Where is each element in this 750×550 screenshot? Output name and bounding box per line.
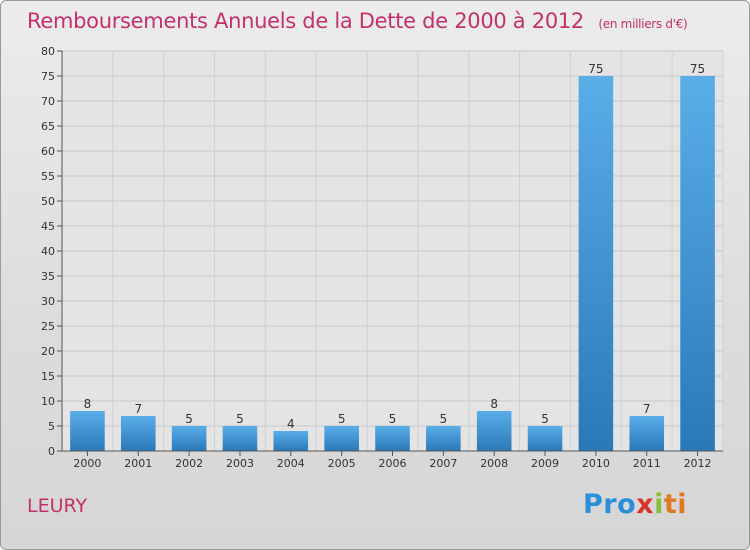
y-tick-label: 75 [41,70,55,83]
data-label-2011: 7 [643,402,651,416]
y-tick-label: 10 [41,395,55,408]
y-tick-label: 20 [41,345,55,358]
logo-part-3: i [654,489,664,520]
data-label-2008: 8 [490,397,498,411]
y-tick-label: 45 [41,220,55,233]
y-tick-label: 0 [48,445,55,458]
data-label-2012: 75 [690,62,705,76]
x-tick-label-2011: 2011 [633,457,661,470]
x-tick-label-2008: 2008 [480,457,508,470]
data-label-2006: 5 [389,412,397,426]
x-tick-label-2006: 2006 [379,457,407,470]
data-label-2007: 5 [440,412,448,426]
y-tick-label: 80 [41,45,55,58]
chart-title: Remboursements Annuels de la Dette de 20… [27,9,688,33]
logo-part-4: ti [663,489,688,520]
y-tick-label: 65 [41,120,55,133]
chart-unit-note: (en milliers d'€) [598,17,688,31]
y-tick-label: 40 [41,245,55,258]
x-tick-label-2010: 2010 [582,457,610,470]
x-tick-label-2002: 2002 [175,457,203,470]
chart-title-text: Remboursements Annuels de la Dette de 20… [27,9,584,33]
bar-2007 [426,426,461,451]
data-label-2001: 7 [134,402,142,416]
x-tick-label-2000: 2000 [73,457,101,470]
y-tick-label: 15 [41,370,55,383]
data-label-2003: 5 [236,412,244,426]
y-tick-label: 25 [41,320,55,333]
data-label-2002: 5 [185,412,193,426]
y-tick-label: 55 [41,170,55,183]
logo-part-2: x [636,489,655,520]
bar-2002 [171,426,207,451]
bar-2001 [120,416,156,451]
x-tick-label-2003: 2003 [226,457,254,470]
x-tick-label-2005: 2005 [328,457,356,470]
y-tick-label: 35 [41,270,55,283]
x-tick-label-2001: 2001 [124,457,152,470]
data-label-2000: 8 [84,397,92,411]
x-tick-label-2009: 2009 [531,457,559,470]
y-tick-label: 50 [41,195,55,208]
bar-2011 [629,416,665,451]
bar-2003 [222,426,258,451]
grid-lines [61,50,724,452]
bar-2000 [70,411,105,451]
bar-2005 [324,426,359,451]
y-tick-label: 60 [41,145,55,158]
x-tick-label-2007: 2007 [429,457,457,470]
bar-2012 [680,76,715,451]
city-name: LEURY [27,495,88,517]
data-label-2009: 5 [541,412,549,426]
bar-2009 [527,426,563,451]
bar-2008 [476,411,512,451]
data-label-2005: 5 [338,412,346,426]
y-tick-label: 5 [48,420,55,433]
proxiti-logo: Proxiti [583,489,687,520]
x-tick-label-2012: 2012 [684,457,712,470]
logo-part-1: Pro [583,489,637,520]
bar-2006 [375,426,410,451]
y-tick-label: 30 [41,295,55,308]
y-tick-label: 70 [41,95,55,108]
data-label-2010: 75 [588,62,603,76]
bar-2004 [273,431,309,451]
x-tick-label-2004: 2004 [277,457,305,470]
data-label-2004: 4 [287,417,295,431]
bar-2010 [578,76,614,451]
